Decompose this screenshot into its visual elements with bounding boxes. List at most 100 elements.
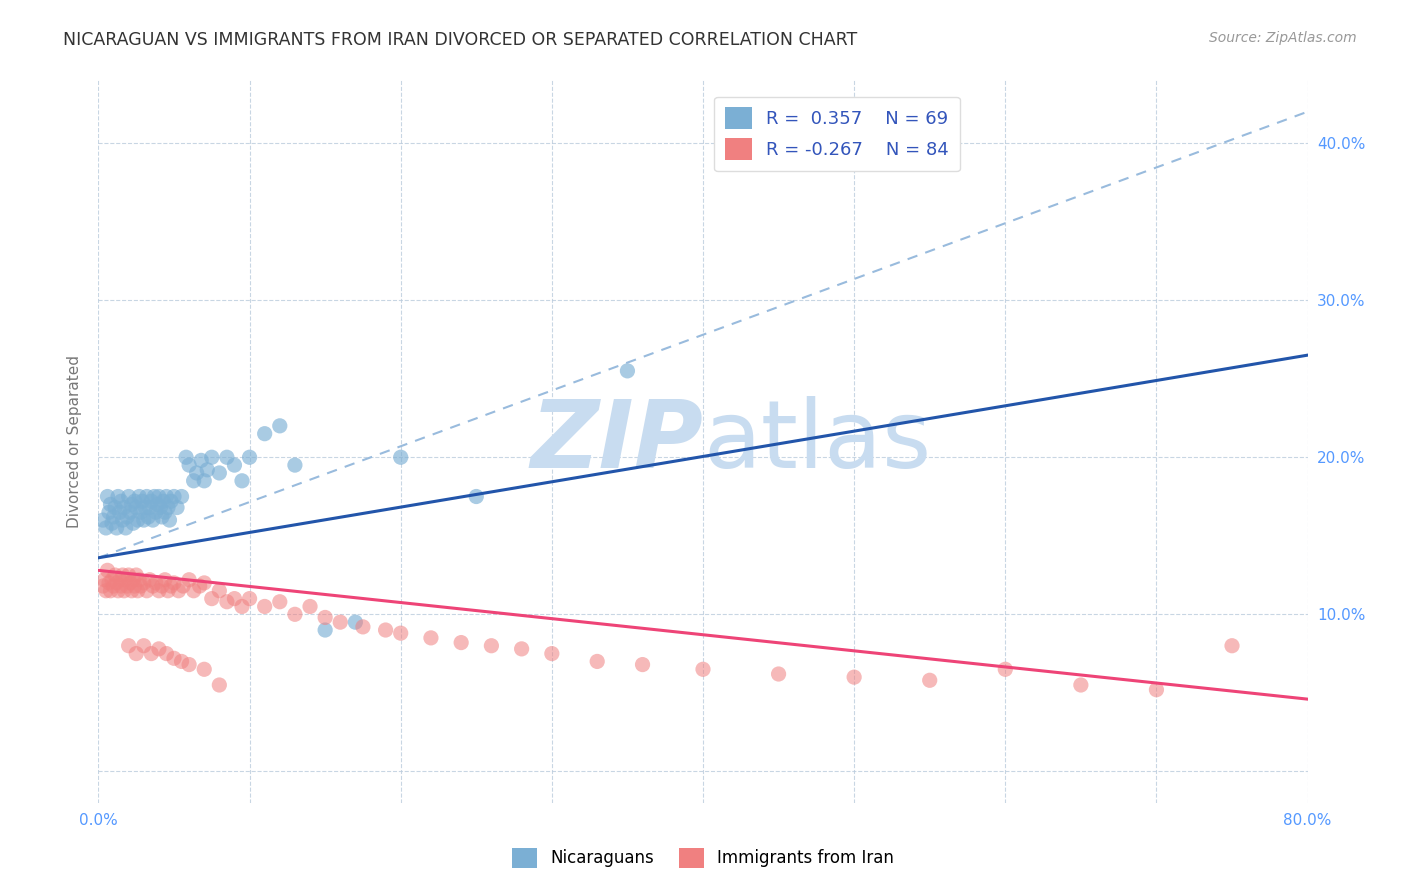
Point <box>179 573 201 587</box>
Point <box>156 500 179 515</box>
Point <box>110 494 132 508</box>
Point <box>420 631 443 645</box>
Point <box>616 364 638 378</box>
Point <box>114 573 136 587</box>
Point <box>118 639 141 653</box>
Point <box>135 490 157 504</box>
Point <box>94 583 117 598</box>
Point <box>121 583 143 598</box>
Point <box>122 573 145 587</box>
Point <box>160 579 183 593</box>
Point <box>148 583 170 598</box>
Point <box>115 579 138 593</box>
Point <box>132 639 155 653</box>
Point <box>389 626 412 640</box>
Point <box>146 497 169 511</box>
Point <box>132 513 155 527</box>
Point <box>101 516 124 531</box>
Point <box>98 505 121 519</box>
Point <box>96 563 118 577</box>
Point <box>129 505 152 519</box>
Point <box>163 651 186 665</box>
Point <box>153 505 176 519</box>
Point <box>122 516 145 531</box>
Point <box>98 575 121 590</box>
Point <box>163 490 186 504</box>
Point <box>918 673 941 688</box>
Point <box>120 505 142 519</box>
Legend: Nicaraguans, Immigrants from Iran: Nicaraguans, Immigrants from Iran <box>505 841 901 875</box>
Point <box>163 575 186 590</box>
Point <box>844 670 866 684</box>
Point <box>167 583 190 598</box>
Point <box>170 490 193 504</box>
Point <box>100 497 122 511</box>
Point <box>105 521 128 535</box>
Point <box>159 513 181 527</box>
Point <box>145 505 167 519</box>
Text: atlas: atlas <box>703 395 931 488</box>
Point <box>149 500 172 515</box>
Point <box>100 583 122 598</box>
Point <box>269 418 291 433</box>
Point <box>450 635 472 649</box>
Point <box>128 573 150 587</box>
Point <box>131 494 153 508</box>
Point <box>253 599 276 614</box>
Point <box>215 450 238 465</box>
Point <box>121 497 143 511</box>
Point <box>94 521 117 535</box>
Point <box>155 490 177 504</box>
Point <box>208 466 231 480</box>
Point <box>148 641 170 656</box>
Point <box>91 513 114 527</box>
Point <box>208 583 231 598</box>
Point <box>215 595 238 609</box>
Point <box>174 450 197 465</box>
Point <box>166 500 188 515</box>
Point <box>586 655 609 669</box>
Point <box>127 513 149 527</box>
Point <box>170 655 193 669</box>
Point <box>239 450 262 465</box>
Point <box>352 620 374 634</box>
Point <box>224 458 246 472</box>
Point <box>314 623 336 637</box>
Point <box>253 426 276 441</box>
Point <box>139 573 162 587</box>
Point <box>132 575 155 590</box>
Point <box>224 591 246 606</box>
Point <box>107 583 129 598</box>
Point <box>1220 639 1243 653</box>
Point <box>134 500 156 515</box>
Point <box>128 490 150 504</box>
Point <box>231 474 253 488</box>
Point <box>188 579 211 593</box>
Point <box>186 466 208 480</box>
Point <box>1070 678 1092 692</box>
Point <box>193 474 215 488</box>
Point <box>139 500 162 515</box>
Point <box>239 591 262 606</box>
Point <box>692 662 714 676</box>
Point <box>183 583 205 598</box>
Point <box>115 510 138 524</box>
Point <box>231 599 253 614</box>
Point <box>269 595 291 609</box>
Point <box>103 510 125 524</box>
Point <box>160 494 183 508</box>
Point <box>284 458 307 472</box>
Point <box>465 490 488 504</box>
Point <box>481 639 503 653</box>
Point <box>129 579 152 593</box>
Point <box>389 450 412 465</box>
Point <box>112 583 135 598</box>
Point <box>155 647 177 661</box>
Point <box>329 615 352 630</box>
Point <box>344 615 367 630</box>
Point <box>193 575 215 590</box>
Point <box>141 494 163 508</box>
Point <box>108 505 131 519</box>
Point <box>120 575 142 590</box>
Point <box>179 657 201 672</box>
